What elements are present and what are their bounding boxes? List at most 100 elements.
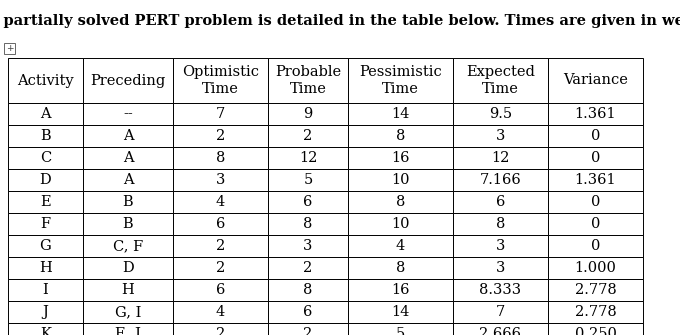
Text: 8: 8	[396, 129, 405, 143]
Text: G, I: G, I	[115, 305, 141, 319]
Bar	[348, 279, 453, 301]
Bar	[348, 191, 453, 213]
Bar	[348, 147, 453, 169]
Bar	[348, 169, 453, 191]
Bar	[453, 147, 548, 169]
Bar	[268, 257, 348, 279]
Bar	[548, 58, 643, 103]
Bar	[348, 125, 453, 147]
Text: Optimistic
Time: Optimistic Time	[182, 65, 259, 95]
Bar	[83, 213, 173, 235]
Text: 8: 8	[396, 195, 405, 209]
Text: A: A	[40, 107, 51, 121]
Bar	[453, 191, 548, 213]
Text: 5: 5	[303, 173, 313, 187]
Bar	[8, 147, 83, 169]
Text: Expected
Time: Expected Time	[466, 65, 535, 95]
Text: 2: 2	[216, 261, 225, 275]
Bar	[83, 301, 173, 323]
Bar	[8, 191, 83, 213]
Bar	[83, 103, 173, 125]
Bar	[268, 58, 348, 103]
Text: 16: 16	[391, 283, 410, 297]
Bar	[8, 301, 83, 323]
Bar	[83, 279, 173, 301]
Bar	[268, 125, 348, 147]
Text: 14: 14	[391, 305, 409, 319]
Text: 5: 5	[396, 327, 405, 335]
Bar	[453, 169, 548, 191]
Text: 12: 12	[299, 151, 317, 165]
Text: 3: 3	[496, 129, 505, 143]
Text: 2: 2	[303, 261, 313, 275]
Text: 0: 0	[591, 151, 600, 165]
Bar	[83, 257, 173, 279]
Text: 10: 10	[391, 173, 410, 187]
Text: 4: 4	[216, 195, 225, 209]
Bar	[268, 169, 348, 191]
Text: 4: 4	[216, 305, 225, 319]
Text: 0: 0	[591, 195, 600, 209]
Text: 3: 3	[496, 239, 505, 253]
Bar	[348, 301, 453, 323]
Text: 8: 8	[496, 217, 505, 231]
Bar	[83, 191, 173, 213]
Bar	[173, 103, 268, 125]
Bar	[8, 279, 83, 301]
Text: 0: 0	[591, 217, 600, 231]
Text: 16: 16	[391, 151, 410, 165]
Bar	[268, 147, 348, 169]
Bar	[173, 169, 268, 191]
Bar	[173, 213, 268, 235]
Text: 2.778: 2.778	[575, 283, 616, 297]
Text: 8.333: 8.333	[479, 283, 522, 297]
Text: 6: 6	[303, 305, 313, 319]
Text: D: D	[122, 261, 134, 275]
Bar	[348, 235, 453, 257]
Bar	[173, 301, 268, 323]
Text: 8: 8	[216, 151, 225, 165]
Text: +: +	[5, 44, 13, 53]
Bar	[548, 257, 643, 279]
Bar	[453, 301, 548, 323]
Bar	[348, 58, 453, 103]
Bar	[453, 103, 548, 125]
Text: 12: 12	[492, 151, 510, 165]
Text: 2.666: 2.666	[479, 327, 522, 335]
Bar	[453, 323, 548, 335]
Text: C, F: C, F	[113, 239, 143, 253]
Bar	[8, 58, 83, 103]
Text: 10: 10	[391, 217, 410, 231]
Text: 0.250: 0.250	[575, 327, 617, 335]
Bar	[348, 257, 453, 279]
Bar	[173, 323, 268, 335]
Bar	[83, 125, 173, 147]
Bar	[83, 169, 173, 191]
Text: J: J	[43, 305, 48, 319]
Bar	[548, 147, 643, 169]
Bar	[173, 147, 268, 169]
Text: 9.5: 9.5	[489, 107, 512, 121]
Text: B: B	[122, 217, 133, 231]
Text: 7: 7	[496, 305, 505, 319]
Text: 2: 2	[303, 327, 313, 335]
Text: F: F	[40, 217, 50, 231]
Text: H: H	[39, 261, 52, 275]
Bar	[83, 58, 173, 103]
Bar	[83, 323, 173, 335]
Bar	[8, 235, 83, 257]
Bar	[268, 279, 348, 301]
Text: A: A	[122, 129, 133, 143]
Bar	[173, 257, 268, 279]
Bar	[548, 235, 643, 257]
Text: 6: 6	[496, 195, 505, 209]
Bar	[453, 213, 548, 235]
Bar	[453, 58, 548, 103]
Text: 6: 6	[216, 283, 225, 297]
Bar	[548, 323, 643, 335]
Text: A partially solved PERT problem is detailed in the table below. Times are given : A partially solved PERT problem is detai…	[0, 14, 680, 28]
Text: D: D	[39, 173, 52, 187]
Bar	[348, 213, 453, 235]
Text: --: --	[123, 107, 133, 121]
Bar	[8, 323, 83, 335]
